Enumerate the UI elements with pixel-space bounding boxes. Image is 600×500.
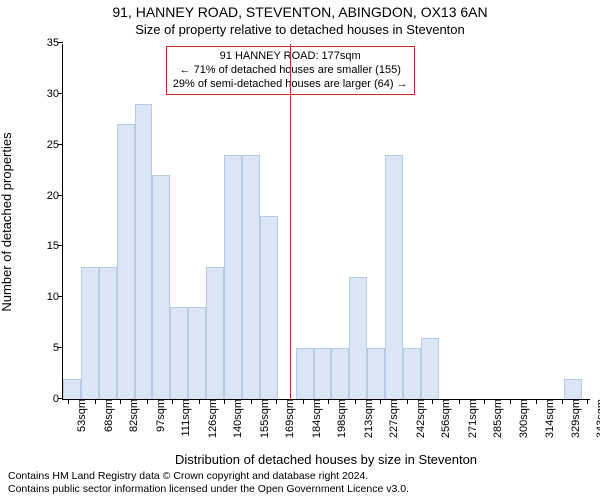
x-tick-mark xyxy=(380,399,381,404)
y-tick-label: 30 xyxy=(47,88,63,100)
subtitle-line: Size of property relative to detached ho… xyxy=(0,22,600,38)
marker-line xyxy=(290,44,291,399)
histogram-bar xyxy=(206,267,224,399)
copyright-block: Contains HM Land Registry data © Crown c… xyxy=(8,470,409,496)
y-tick-mark xyxy=(58,398,63,399)
y-tick-mark xyxy=(58,296,63,297)
x-tick-mark xyxy=(459,399,460,404)
x-tick-mark xyxy=(303,399,304,404)
y-tick-label: 20 xyxy=(47,190,63,202)
y-tick-label: 35 xyxy=(47,37,63,49)
x-tick-label: 111sqm xyxy=(176,399,192,437)
x-tick-mark xyxy=(147,399,148,404)
histogram-bar xyxy=(331,348,349,399)
histogram-bar xyxy=(152,175,170,399)
histogram-bar xyxy=(314,348,332,399)
x-tick-mark xyxy=(224,399,225,404)
x-tick-mark xyxy=(328,399,329,404)
histogram-bar xyxy=(260,216,278,399)
x-tick-mark xyxy=(199,399,200,404)
histogram-bar xyxy=(385,155,403,399)
y-tick-mark xyxy=(58,347,63,348)
x-tick-label: 53sqm xyxy=(72,399,88,432)
x-tick-mark xyxy=(276,399,277,404)
x-tick-label: 169sqm xyxy=(280,399,296,438)
y-tick-label: 10 xyxy=(47,291,63,303)
x-tick-label: 285sqm xyxy=(488,399,504,438)
histogram-bar xyxy=(170,307,188,399)
y-tick-mark xyxy=(58,144,63,145)
x-tick-label: 314sqm xyxy=(540,399,556,438)
x-tick-mark xyxy=(120,399,121,404)
x-tick-mark xyxy=(562,399,563,404)
copyright-line-2: Contains public sector information licen… xyxy=(8,483,409,496)
x-tick-mark xyxy=(484,399,485,404)
y-tick-mark xyxy=(58,195,63,196)
y-tick-label: 0 xyxy=(53,393,63,405)
y-tick-label: 25 xyxy=(47,139,63,151)
x-tick-label: 271sqm xyxy=(463,399,479,438)
histogram-bar xyxy=(242,155,260,399)
x-tick-label: 97sqm xyxy=(151,399,167,432)
y-tick-mark xyxy=(58,93,63,94)
histogram-bar xyxy=(63,379,81,399)
x-tick-mark xyxy=(536,399,537,404)
x-tick-label: 68sqm xyxy=(99,399,115,432)
x-tick-label: 300sqm xyxy=(514,399,530,438)
y-tick-mark xyxy=(58,245,63,246)
chart-area: 91 HANNEY ROAD: 177sqm ← 71% of detached… xyxy=(62,44,590,400)
y-tick-label: 15 xyxy=(47,240,63,252)
histogram-bar xyxy=(99,267,117,399)
x-tick-mark xyxy=(432,399,433,404)
x-tick-label: 256sqm xyxy=(436,399,452,438)
x-tick-label: 155sqm xyxy=(255,399,271,438)
histogram-bar xyxy=(367,348,385,399)
x-tick-label: 213sqm xyxy=(359,399,375,438)
x-tick-label: 198sqm xyxy=(332,399,348,438)
x-tick-mark xyxy=(407,399,408,404)
histogram-bar xyxy=(188,307,206,399)
histogram-bar xyxy=(135,104,153,399)
histogram-bar xyxy=(421,338,439,399)
x-tick-mark xyxy=(251,399,252,404)
histogram-bar xyxy=(81,267,99,399)
x-tick-label: 343sqm xyxy=(591,399,600,438)
x-tick-mark xyxy=(68,399,69,404)
plot-area: 91 HANNEY ROAD: 177sqm ← 71% of detached… xyxy=(62,44,590,400)
histogram-bar xyxy=(224,155,242,399)
histogram-bar xyxy=(296,348,314,399)
histogram-bar xyxy=(349,277,367,399)
x-tick-mark xyxy=(510,399,511,404)
y-axis-label: Number of detached properties xyxy=(0,132,14,311)
y-tick-mark xyxy=(58,42,63,43)
x-tick-label: 140sqm xyxy=(228,399,244,438)
histogram-bar xyxy=(564,379,582,399)
histogram-bar xyxy=(403,348,421,399)
x-tick-label: 126sqm xyxy=(203,399,219,438)
x-tick-mark xyxy=(95,399,96,404)
x-tick-label: 227sqm xyxy=(384,399,400,438)
x-tick-label: 82sqm xyxy=(124,399,140,432)
x-tick-label: 329sqm xyxy=(566,399,582,438)
copyright-line-1: Contains HM Land Registry data © Crown c… xyxy=(8,470,409,483)
x-tick-mark xyxy=(172,399,173,404)
x-tick-label: 242sqm xyxy=(411,399,427,438)
x-tick-label: 184sqm xyxy=(307,399,323,438)
x-axis-label: Distribution of detached houses by size … xyxy=(62,452,590,467)
address-line: 91, HANNEY ROAD, STEVENTON, ABINGDON, OX… xyxy=(0,4,600,22)
histogram-bar xyxy=(117,124,135,399)
x-tick-mark xyxy=(355,399,356,404)
x-tick-mark xyxy=(587,399,588,404)
y-tick-label: 5 xyxy=(53,342,63,354)
